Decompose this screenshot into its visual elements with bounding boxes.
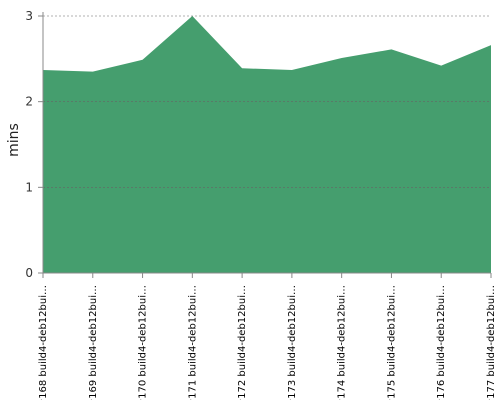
y-tick-label: 1 (25, 180, 33, 194)
y-axis-label: mins (6, 123, 22, 157)
x-tick-label: #175 build4-deb12bui… (386, 285, 397, 400)
y-tick-label: 0 (25, 266, 33, 280)
x-tick-label: #177 build4-deb12bui… (486, 285, 497, 400)
x-tick-label: #170 build4-deb12bui… (138, 285, 149, 400)
x-tick-label: #169 build4-deb12bui… (88, 285, 99, 400)
y-tick-label: 3 (25, 9, 33, 23)
area (43, 16, 491, 273)
x-tick-label: #168 build4-deb12bui… (38, 285, 49, 400)
x-tick-label: #171 build4-deb12bui… (187, 285, 198, 400)
x-tick-label: #174 build4-deb12bui… (337, 285, 348, 400)
x-tick-label: #173 build4-deb12bui… (287, 285, 298, 400)
x-tick-label: #176 build4-deb12bui… (436, 285, 447, 400)
x-tick-label: #172 build4-deb12bui… (237, 285, 248, 400)
y-tick-label: 2 (25, 95, 33, 109)
